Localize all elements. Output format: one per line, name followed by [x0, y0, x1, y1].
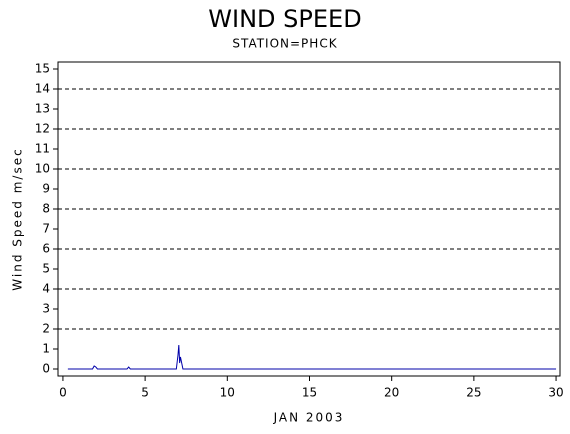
y-tick-label: 6 — [42, 242, 50, 256]
x-tick-label: 5 — [141, 386, 149, 400]
y-tick-label: 12 — [35, 122, 50, 136]
y-tick-label: 0 — [42, 362, 50, 376]
chart-subtitle: STATION=PHCK — [232, 37, 337, 51]
x-tick-label: 0 — [59, 386, 67, 400]
y-axis-label: Wind Speed m/sec — [11, 147, 25, 290]
y-tick-label: 11 — [35, 142, 50, 156]
x-tick-label: 25 — [466, 386, 481, 400]
y-tick-label: 14 — [35, 82, 50, 96]
y-tick-label: 8 — [42, 202, 50, 216]
data-line — [67, 344, 557, 370]
plot-frame — [57, 61, 561, 377]
x-tick-label: 30 — [548, 386, 563, 400]
y-tick-label: 10 — [35, 162, 50, 176]
y-tick-label: 3 — [42, 302, 50, 316]
x-tick-label: 10 — [220, 386, 235, 400]
y-tick-label: 15 — [35, 62, 50, 76]
y-tick-label: 5 — [42, 262, 50, 276]
y-tick-label: 13 — [35, 102, 50, 116]
y-tick-label: 2 — [42, 322, 50, 336]
x-tick-label: 15 — [302, 386, 317, 400]
y-tick-label: 7 — [42, 222, 50, 236]
chart-title: WIND SPEED — [208, 5, 361, 33]
x-tick-label: 20 — [384, 386, 399, 400]
x-axis-label: JAN 2003 — [273, 411, 345, 425]
y-tick-label: 1 — [42, 342, 50, 356]
y-tick-label: 4 — [42, 282, 50, 296]
y-tick-label: 9 — [42, 182, 50, 196]
